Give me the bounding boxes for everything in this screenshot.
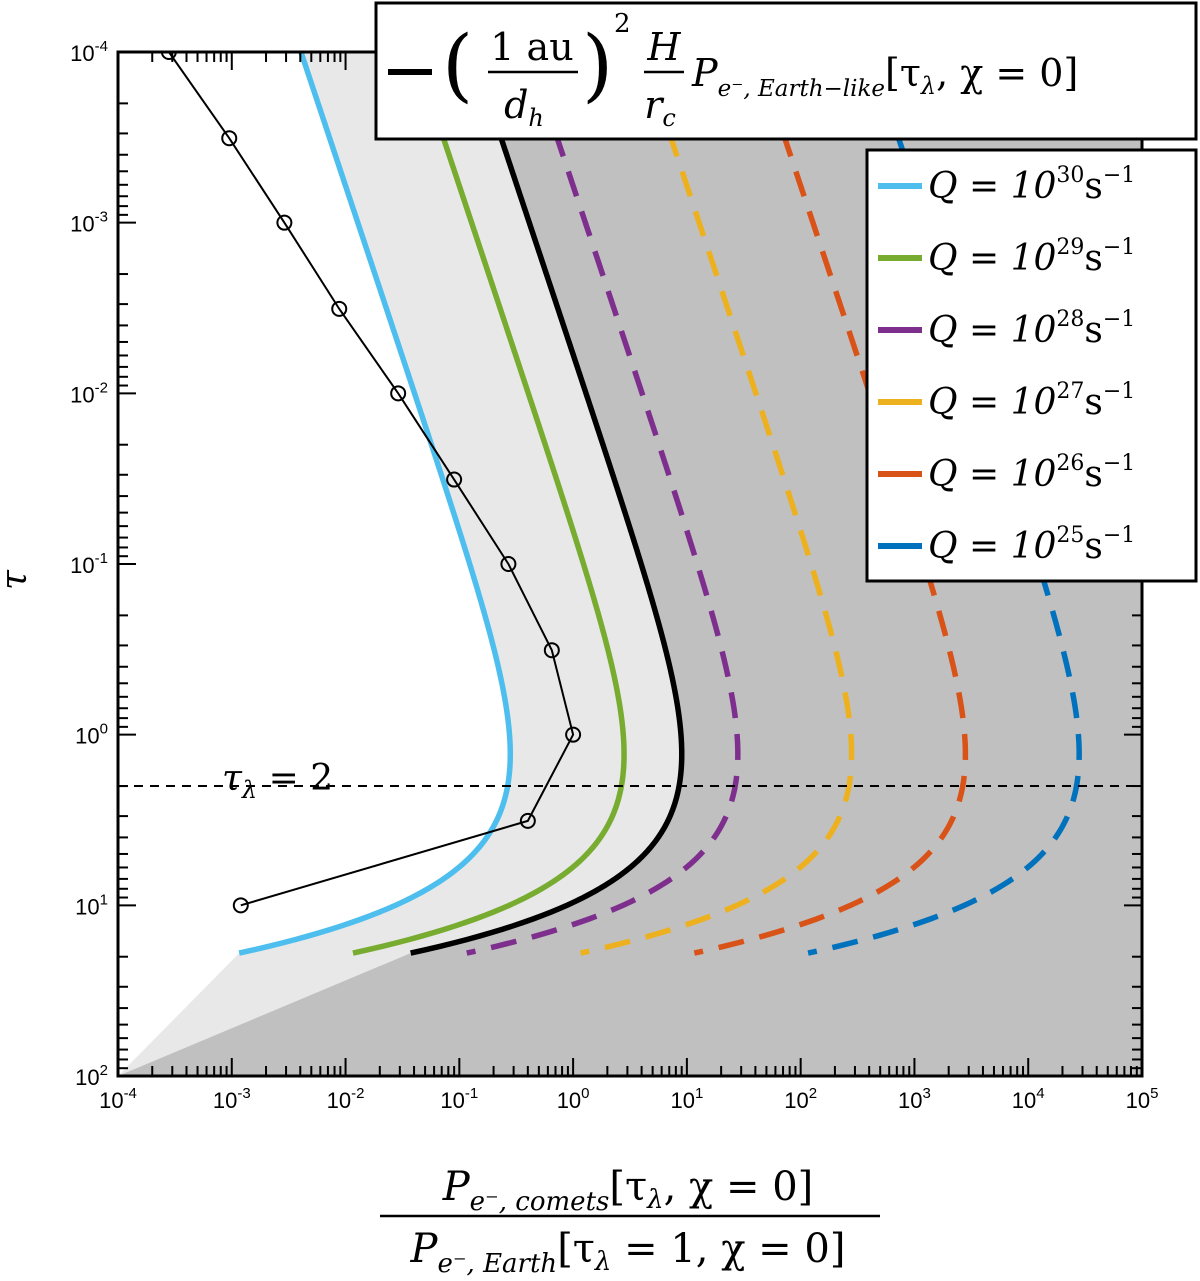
y-tick-label: 10-1 <box>70 550 108 578</box>
q-legend-box <box>865 148 1198 583</box>
y-tick-labels: 10-4 10-3 10-2 10-1 100 101 102 <box>70 38 108 1090</box>
y-tick-label: 10-3 <box>70 209 108 237</box>
tau-lambda-annotation: τλ = 2 <box>222 758 333 804</box>
reference-marker-9 <box>519 812 536 829</box>
legend-frac-au: 1 au <box>490 25 573 69</box>
q-legend-label-28: Q = 1028s−1 <box>928 307 1135 351</box>
series-27-dashed <box>579 52 855 956</box>
reference-curve <box>168 52 575 907</box>
x-tick-label: 10-3 <box>213 1085 251 1113</box>
legend-open-paren: ( <box>442 18 473 111</box>
x-tick-label: 103 <box>898 1085 931 1113</box>
earth-like-legend: ( 1 au dh ) 2 H rc Pe⁻, Earth−like[τλ, χ… <box>374 1 1198 141</box>
x-tick-label: 100 <box>557 1085 590 1113</box>
reference-marker-1 <box>221 130 238 147</box>
x-axis-label: Pe⁻, comets[τλ, χ = 0] Pe⁻, Earth[τλ = 1… <box>380 1164 880 1279</box>
x-tick-label: 10-1 <box>440 1085 478 1113</box>
legend-close-paren: ) <box>582 18 613 111</box>
legend-frac-dh: dh <box>504 83 544 132</box>
legend-p-term: Pe⁻, Earth−like[τλ, χ = 0] <box>691 51 1078 102</box>
q-legend-label-25: Q = 1025s−1 <box>928 523 1135 567</box>
x-tick-label: 102 <box>784 1085 817 1113</box>
earth-like-region <box>118 52 511 1076</box>
q-legend-label-27: Q = 1027s−1 <box>928 379 1135 423</box>
q-legend-label-26: Q = 1026s−1 <box>928 451 1135 495</box>
x-tick-labels: 10-4 10-3 10-2 10-1 100 101 102 103 104 105 <box>99 1085 1158 1113</box>
reference-marker-10 <box>232 897 249 914</box>
legend-exponent: 2 <box>614 9 631 39</box>
legend-frac-rc: rc <box>644 83 676 132</box>
y-tick-label: 10-2 <box>70 379 108 407</box>
q-legend: Q = 1030s−1 Q = 1029s−1 Q = 1028s−1 Q = 102… <box>865 148 1198 583</box>
y-tick-label: 102 <box>75 1062 108 1090</box>
y-axis-label: τ <box>0 569 35 590</box>
y-tick-label: 10-4 <box>70 38 108 66</box>
reference-marker-3 <box>331 300 348 317</box>
reference-marker-0 <box>160 52 177 60</box>
q-legend-label-29: Q = 1029s−1 <box>928 235 1135 279</box>
y-tick-label: 100 <box>75 721 108 749</box>
legend-frac-h: H <box>646 25 681 69</box>
x-tick-label: 10-2 <box>327 1085 365 1113</box>
x-tick-label: 10-4 <box>99 1085 137 1113</box>
reference-markers <box>160 52 582 914</box>
series-28-dashed <box>466 52 741 956</box>
annotation-tau: τ <box>222 758 243 799</box>
earth-like-curve <box>410 52 685 956</box>
reference-marker-5 <box>446 471 463 488</box>
reference-marker-6 <box>500 556 517 572</box>
series-29-solid <box>352 52 627 956</box>
q-legend-label-30: Q = 1030s−1 <box>928 163 1135 207</box>
x-tick-label: 105 <box>1126 1085 1159 1113</box>
series-30-solid <box>238 52 514 956</box>
x-tick-label: 101 <box>670 1085 703 1113</box>
x-label-numerator: Pe⁻, comets[τλ, χ = 0] <box>442 1164 814 1217</box>
x-tick-label: 104 <box>1012 1085 1045 1113</box>
annotation-tail: = 2 <box>257 758 333 799</box>
reference-marker-7 <box>543 642 560 659</box>
reference-marker-8 <box>565 726 582 743</box>
reference-marker-4 <box>390 385 407 402</box>
y-tick-label: 101 <box>75 891 108 919</box>
reference-marker-2 <box>276 214 293 231</box>
x-label-denominator: Pe⁻, Earth[τλ = 1, χ = 0] <box>410 1226 846 1279</box>
annotation-sub: λ <box>241 776 257 804</box>
